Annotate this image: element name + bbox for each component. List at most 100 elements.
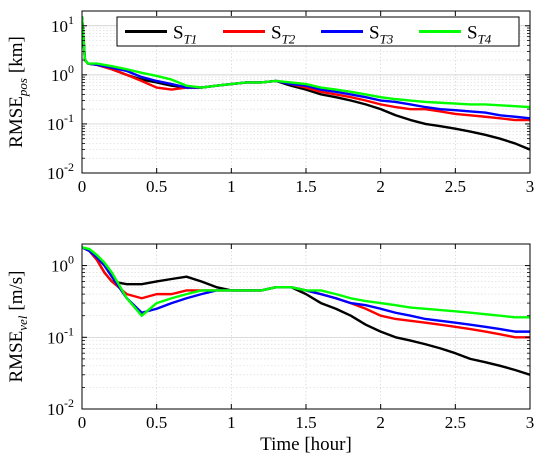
data-point-t4 [439,309,442,311]
data-point-t1 [379,108,382,111]
data-point-t1 [439,125,442,128]
data-point-t2 [469,114,472,117]
data-point-t1 [320,302,322,304]
x-tick-label: 2.5 [445,177,466,196]
data-point-t2 [155,293,158,296]
data-point-t4 [305,289,307,292]
x-tick-label: 3 [526,177,535,196]
data-point-t1 [379,330,382,333]
y-label-main: RMSE [6,331,27,383]
y-tick-base: 10 [51,17,68,36]
data-point-t1 [200,280,203,283]
legend-subscript: T1 [184,32,198,47]
y-label-main: RMSE [6,96,27,148]
x-tick-label: 1 [227,413,236,432]
data-point-t3 [439,108,442,111]
data-point-t1 [484,361,487,364]
data-point-t4 [484,313,487,316]
data-point-t4 [96,62,98,65]
data-point-t1 [394,336,397,339]
data-point-t1 [349,314,352,317]
data-point-t1 [484,133,487,136]
data-point-t2 [499,333,502,336]
legend-name: S [173,23,184,44]
data-point-t2 [379,103,382,106]
data-point-t2 [514,119,516,121]
data-point-t4 [215,289,218,292]
data-point-t3 [170,83,173,85]
data-point-t4 [275,80,278,82]
data-point-t4 [290,286,292,289]
data-point-t4 [305,83,307,85]
data-point-t4 [334,88,337,91]
data-point-t1 [469,130,472,133]
data-point-t4 [88,248,91,250]
data-point-t4 [260,289,263,292]
data-point-t3 [394,101,397,103]
data-point-t3 [469,110,472,113]
x-tick-label: 0.5 [146,177,167,196]
data-point-t1 [305,293,307,296]
data-point-t4 [334,293,337,296]
data-point-t2 [424,108,427,111]
y-tick-label: 100 [51,253,74,276]
data-point-t3 [349,302,352,304]
y-label-unit: [m/s] [6,270,27,310]
data-point-t3 [454,321,457,324]
data-point-t4 [87,62,89,65]
data-point-t4 [96,254,98,257]
data-point-t3 [484,325,487,328]
y-tick-label: 101 [51,13,74,36]
data-point-t1 [140,283,143,286]
y-tick-base: 10 [47,164,64,183]
x-tick-label: 1 [227,177,236,196]
data-point-t1 [125,283,128,286]
data-point-t4 [110,271,113,274]
legend-subscript: T4 [478,32,492,47]
data-point-t3 [409,103,412,106]
y-tick-base: 10 [47,400,64,419]
data-point-t3 [409,314,412,317]
data-point-t1 [320,93,322,96]
y-tick-base: 10 [51,257,68,276]
x-tick-label: 2.5 [445,413,466,432]
data-point-t4 [230,83,233,85]
data-point-t4 [349,90,352,93]
data-point-t3 [349,93,352,96]
data-point-t3 [155,80,158,82]
data-point-t3 [514,115,516,118]
data-point-t4 [170,297,173,300]
data-point-t2 [454,113,457,115]
legend: ST1 ST2 ST3 ST4 [116,16,520,47]
data-point-t4 [364,300,367,302]
data-point-t4 [200,289,203,292]
data-point-t4 [320,86,322,89]
data-point-t2 [140,297,143,300]
x-tick-label: 1.5 [295,177,316,196]
y-tick-exponent: 0 [68,253,74,267]
data-point-t1 [305,88,307,91]
data-point-t2 [499,117,502,120]
data-point-t4 [454,310,457,313]
data-point-t1 [185,275,188,278]
data-point-t4 [349,297,352,300]
legend-label-t1: ST1 [173,23,197,47]
data-point-t4 [140,71,143,74]
legend-name: S [271,23,282,44]
data-point-t1 [499,364,502,367]
y-tick-label: 10-2 [47,396,74,419]
y-tick-exponent: -1 [64,324,74,338]
data-point-t3 [334,90,337,93]
data-point-t1 [454,352,457,355]
data-point-t1 [155,280,158,283]
x-tick-label: 1.5 [295,413,316,432]
data-point-t3 [185,86,188,89]
x-tick-label: 0.5 [146,413,167,432]
data-point-t2 [155,86,158,89]
data-point-t1 [514,142,516,145]
x-axis-label: Time [hour] [260,434,352,455]
data-point-t1 [439,347,442,350]
data-point-t2 [125,73,128,76]
data-point-t4 [140,314,143,317]
data-point-t1 [349,99,352,102]
